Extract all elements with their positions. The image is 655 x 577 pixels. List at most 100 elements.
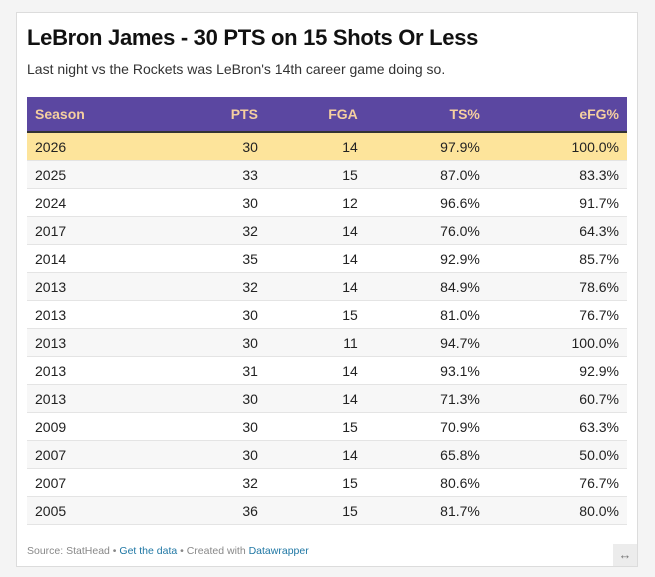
table-cell: 65.8% bbox=[365, 440, 488, 469]
chart-card: LeBron James - 30 PTS on 15 Shots Or Les… bbox=[16, 12, 638, 567]
table-cell: 91.7% bbox=[487, 188, 627, 217]
table-cell: 63.3% bbox=[487, 412, 627, 441]
table-cell: 84.9% bbox=[365, 272, 488, 301]
table-cell: 15 bbox=[265, 468, 366, 497]
source-text: Source: StatHead bbox=[27, 545, 110, 557]
column-header-season[interactable]: Season bbox=[27, 97, 172, 133]
table-cell: 100.0% bbox=[487, 328, 627, 357]
table-cell: 2026 bbox=[27, 132, 172, 161]
table-cell: 12 bbox=[265, 188, 366, 217]
table-cell: 15 bbox=[265, 496, 366, 525]
table-cell: 76.7% bbox=[487, 300, 627, 329]
table-cell: 96.6% bbox=[365, 188, 488, 217]
table-cell: 81.7% bbox=[365, 496, 488, 525]
table-cell: 11 bbox=[265, 328, 366, 357]
table-cell: 78.6% bbox=[487, 272, 627, 301]
table-cell: 60.7% bbox=[487, 384, 627, 413]
created-with-text: Created with bbox=[186, 545, 246, 557]
table-cell: 14 bbox=[265, 440, 366, 469]
table-cell: 80.0% bbox=[487, 496, 627, 525]
table-cell: 76.7% bbox=[487, 468, 627, 497]
chart-title: LeBron James - 30 PTS on 15 Shots Or Les… bbox=[27, 25, 479, 50]
table-cell: 32 bbox=[171, 468, 266, 497]
table-row: 2025 33 15 87.0% 83.3% bbox=[27, 160, 627, 189]
table-cell: 81.0% bbox=[365, 300, 488, 329]
table-cell: 30 bbox=[171, 188, 266, 217]
table-cell: 32 bbox=[171, 216, 266, 245]
table-cell: 15 bbox=[265, 300, 366, 329]
table-cell: 93.1% bbox=[365, 356, 488, 385]
table-cell: 85.7% bbox=[487, 244, 627, 273]
table-cell: 2013 bbox=[27, 300, 172, 329]
table-cell: 50.0% bbox=[487, 440, 627, 469]
table-row: 2017 32 14 76.0% 64.3% bbox=[27, 216, 627, 245]
table-row: 2026 30 14 97.9% 100.0% bbox=[27, 132, 627, 161]
table-cell: 97.9% bbox=[365, 132, 488, 161]
table-row: 2013 30 14 71.3% 60.7% bbox=[27, 384, 627, 413]
table-cell: 31 bbox=[171, 356, 266, 385]
table-cell: 33 bbox=[171, 160, 266, 189]
table-cell: 14 bbox=[265, 132, 366, 161]
table-row: 2007 30 14 65.8% 50.0% bbox=[27, 440, 627, 469]
table-cell: 2013 bbox=[27, 356, 172, 385]
table-cell: 2005 bbox=[27, 496, 172, 525]
table-row: 2013 31 14 93.1% 92.9% bbox=[27, 356, 627, 385]
table-cell: 32 bbox=[171, 272, 266, 301]
column-header-fga[interactable]: FGA bbox=[265, 97, 366, 133]
table-cell: 15 bbox=[265, 160, 366, 189]
table-cell: 2009 bbox=[27, 412, 172, 441]
table-cell: 92.9% bbox=[365, 244, 488, 273]
table-cell: 71.3% bbox=[365, 384, 488, 413]
table-cell: 2007 bbox=[27, 440, 172, 469]
table-row: 2005 36 15 81.7% 80.0% bbox=[27, 496, 627, 525]
table-cell: 2007 bbox=[27, 468, 172, 497]
table-cell: 80.6% bbox=[365, 468, 488, 497]
table-cell: 15 bbox=[265, 412, 366, 441]
table-cell: 35 bbox=[171, 244, 266, 273]
table-cell: 100.0% bbox=[487, 132, 627, 161]
table-cell: 14 bbox=[265, 272, 366, 301]
column-header-ts-pct[interactable]: TS% bbox=[365, 97, 488, 133]
table-cell: 83.3% bbox=[487, 160, 627, 189]
chart-subtitle: Last night vs the Rockets was LeBron's 1… bbox=[27, 61, 446, 77]
table-cell: 87.0% bbox=[365, 160, 488, 189]
table-cell: 2014 bbox=[27, 244, 172, 273]
table-cell: 2013 bbox=[27, 328, 172, 357]
table-cell: 2013 bbox=[27, 272, 172, 301]
table-cell: 94.7% bbox=[365, 328, 488, 357]
table-row: 2024 30 12 96.6% 91.7% bbox=[27, 188, 627, 217]
table-cell: 2025 bbox=[27, 160, 172, 189]
table-row: 2013 32 14 84.9% 78.6% bbox=[27, 272, 627, 301]
table-cell: 70.9% bbox=[365, 412, 488, 441]
table-cell: 30 bbox=[171, 328, 266, 357]
column-header-pts[interactable]: PTS bbox=[171, 97, 266, 133]
table-row: 2013 30 15 81.0% 76.7% bbox=[27, 300, 627, 329]
table-cell: 30 bbox=[171, 440, 266, 469]
table-cell: 30 bbox=[171, 132, 266, 161]
table-cell: 30 bbox=[171, 300, 266, 329]
table-cell: 2017 bbox=[27, 216, 172, 245]
table-cell: 14 bbox=[265, 356, 366, 385]
table-cell: 64.3% bbox=[487, 216, 627, 245]
separator: • bbox=[177, 545, 187, 557]
table-row: 2007 32 15 80.6% 76.7% bbox=[27, 468, 627, 497]
table-cell: 36 bbox=[171, 496, 266, 525]
table-cell: 92.9% bbox=[487, 356, 627, 385]
table-cell: 2024 bbox=[27, 188, 172, 217]
table-cell: 14 bbox=[265, 384, 366, 413]
table-cell: 14 bbox=[265, 244, 366, 273]
table-row: 2013 30 11 94.7% 100.0% bbox=[27, 328, 627, 357]
datawrapper-link[interactable]: Datawrapper bbox=[248, 545, 309, 557]
table-cell: 30 bbox=[171, 384, 266, 413]
data-table: Season PTS FGA TS% eFG% 2026 30 14 97.9% 100.0% 2… bbox=[27, 97, 627, 525]
resize-icon[interactable]: ↔ bbox=[613, 544, 637, 566]
table-cell: 30 bbox=[171, 412, 266, 441]
table-cell: 76.0% bbox=[365, 216, 488, 245]
get-data-link[interactable]: Get the data bbox=[119, 545, 178, 557]
column-header-efg-pct[interactable]: eFG% bbox=[487, 97, 627, 133]
table-row: 2014 35 14 92.9% 85.7% bbox=[27, 244, 627, 273]
table-cell: 2013 bbox=[27, 384, 172, 413]
separator: • bbox=[109, 545, 120, 557]
footer: Source: StatHead • Get the data • Create… bbox=[27, 545, 309, 557]
table-row: 2009 30 15 70.9% 63.3% bbox=[27, 412, 627, 441]
